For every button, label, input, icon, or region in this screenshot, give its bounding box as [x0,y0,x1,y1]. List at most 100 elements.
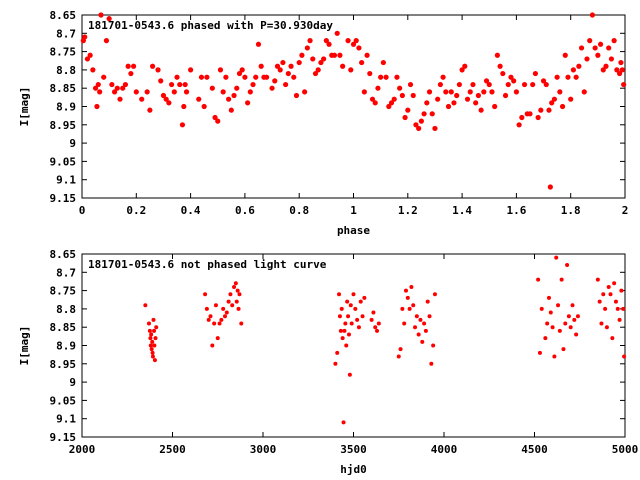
data-point [470,81,476,88]
data-point [614,67,620,73]
data-point [576,63,582,69]
data-point [239,67,245,73]
data-point [521,81,528,88]
y-tick-label: 8.8 [56,64,76,77]
y-tick-label: 8.85 [50,82,77,95]
data-point [233,281,238,286]
data-point [310,56,316,62]
data-point [203,292,208,297]
data-point [345,299,350,304]
plot-frame [81,253,626,438]
data-point [341,420,346,425]
data-point [537,350,542,355]
data-point [92,85,99,91]
data-point [570,303,575,308]
data-point [619,288,624,293]
data-point [481,89,487,95]
data-point [235,288,240,293]
data-point [513,89,520,95]
data-point [117,96,123,102]
data-point [148,343,153,348]
data-point [84,56,91,62]
y-tick-label: 8.75 [50,285,77,298]
data-point [464,96,471,102]
data-point [619,67,625,73]
data-point [508,74,514,80]
data-point [407,81,414,88]
data-point [459,67,465,73]
data-point [358,299,363,304]
data-point [149,63,156,69]
data-point [182,81,188,88]
data-point [454,92,460,99]
y-tick-label: 8.95 [50,119,77,132]
data-point [617,317,622,322]
data-point [177,81,183,88]
data-point [575,314,580,319]
data-point [375,85,381,91]
data-point [394,74,400,80]
data-point [264,74,270,80]
data-point [253,74,259,80]
data-point [221,306,226,311]
data-point [373,325,378,330]
data-point [331,52,338,58]
data-point [536,277,541,282]
data-point [154,325,159,330]
data-point [323,38,329,44]
data-point [196,96,202,102]
data-point [375,328,380,333]
data-point [437,81,443,88]
data-point [242,74,248,80]
data-point [239,321,244,326]
data-point [411,303,416,308]
data-point [562,52,568,58]
data-point [451,100,457,106]
data-point [347,372,352,377]
data-point [250,81,256,88]
data-point [405,295,410,300]
data-point [228,292,233,297]
data-point [399,92,405,99]
y-tick-label: 8.65 [50,9,77,22]
y-tick-label: 8.7 [56,27,76,40]
data-point [380,59,386,66]
data-point [402,114,408,121]
data-point [600,67,606,73]
y-tick-label: 8.8 [56,303,76,316]
data-point [247,89,253,95]
y-tick-label: 8.7 [56,266,76,279]
data-point [213,303,218,308]
data-point [234,299,239,304]
data-point [95,81,101,88]
data-point [511,78,517,84]
data-point [353,38,359,44]
data-point [188,67,194,73]
data-point [565,74,571,80]
data-point [155,67,161,73]
data-point [445,103,452,110]
data-point [97,89,103,95]
data-point [350,41,357,47]
data-point [432,125,438,132]
data-point [550,325,555,330]
data-point [554,255,559,260]
data-point [269,85,275,91]
data-point [355,317,360,322]
data-point [340,336,345,341]
y-tick-label: 8.9 [56,101,76,114]
x-tick-label: 1.6 [506,204,526,217]
data-point [475,92,481,99]
data-point [280,59,286,66]
data-point [519,114,525,121]
data-point [386,103,392,110]
data-point [402,321,407,326]
data-point [397,85,403,91]
data-point [153,336,158,341]
data-point [183,89,190,95]
data-point [231,92,237,99]
data-point [236,306,241,311]
data-point [612,281,617,286]
data-point [378,74,384,80]
